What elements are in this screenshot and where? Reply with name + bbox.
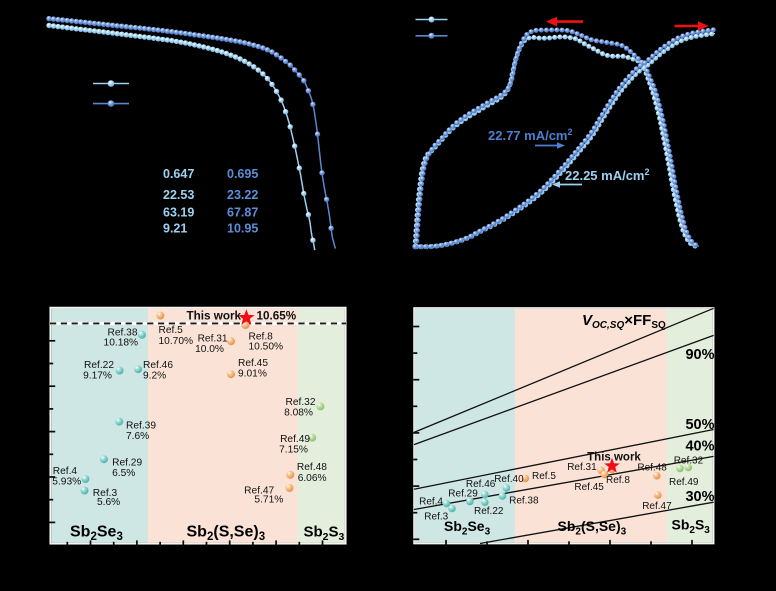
svg-text:22.77 mA/cm2: 22.77 mA/cm2 bbox=[488, 127, 573, 143]
svg-text:Ref.4: Ref.4 bbox=[53, 466, 78, 477]
svg-text:9.01%: 9.01% bbox=[238, 369, 267, 380]
svg-text:Ref.31: Ref.31 bbox=[198, 334, 228, 345]
svg-text:Ref.32: Ref.32 bbox=[674, 456, 704, 467]
svg-text:63.19: 63.19 bbox=[163, 206, 194, 220]
svg-text:10.50%: 10.50% bbox=[249, 342, 284, 353]
svg-text:Ref.3: Ref.3 bbox=[93, 488, 118, 499]
svg-text:9.2%: 9.2% bbox=[143, 371, 166, 382]
svg-text:Ref.45: Ref.45 bbox=[238, 358, 268, 369]
svg-text:10.95: 10.95 bbox=[227, 222, 258, 236]
svg-text:6.06%: 6.06% bbox=[298, 473, 327, 484]
svg-text:30%: 30% bbox=[685, 489, 714, 505]
svg-text:5.71%: 5.71% bbox=[254, 495, 283, 506]
svg-text:5.93%: 5.93% bbox=[52, 476, 81, 487]
svg-text:40%: 40% bbox=[685, 439, 714, 455]
svg-text:This work: This work bbox=[187, 310, 242, 323]
svg-text:Ref.46: Ref.46 bbox=[466, 479, 496, 490]
svg-text:Ref.38: Ref.38 bbox=[509, 495, 539, 506]
svg-text:9.17%: 9.17% bbox=[83, 371, 112, 382]
svg-text:Ref.48: Ref.48 bbox=[297, 462, 327, 473]
svg-text:Sb2Se3: Sb2Se3 bbox=[444, 518, 491, 538]
svg-text:Ref.29: Ref.29 bbox=[112, 458, 142, 469]
svg-text:Ref.22: Ref.22 bbox=[84, 360, 114, 371]
svg-text:Ref.8: Ref.8 bbox=[249, 331, 274, 342]
svg-text:Ref.39: Ref.39 bbox=[126, 421, 156, 432]
svg-text:8.08%: 8.08% bbox=[284, 407, 313, 418]
svg-text:Sb2(S,Se)3: Sb2(S,Se)3 bbox=[187, 524, 266, 544]
svg-text:Ref.32: Ref.32 bbox=[285, 397, 315, 408]
svg-text:50%: 50% bbox=[685, 417, 714, 433]
svg-text:10.18%: 10.18% bbox=[104, 338, 139, 349]
svg-text:Sb2S3: Sb2S3 bbox=[304, 524, 345, 544]
svg-text:Ref.22: Ref.22 bbox=[474, 506, 504, 517]
svg-text:10.70%: 10.70% bbox=[159, 336, 194, 347]
svg-text:67.87: 67.87 bbox=[227, 206, 258, 220]
svg-text:Ref.31: Ref.31 bbox=[567, 462, 597, 473]
svg-text:Sb2(S,Se)3: Sb2(S,Se)3 bbox=[558, 518, 627, 538]
svg-text:7.15%: 7.15% bbox=[279, 444, 308, 455]
svg-text:Ref.47: Ref.47 bbox=[244, 485, 274, 496]
svg-text:6.5%: 6.5% bbox=[112, 468, 135, 479]
svg-text:Ref.48: Ref.48 bbox=[637, 463, 667, 474]
svg-text:Ref.45: Ref.45 bbox=[574, 482, 604, 493]
svg-text:10.65%: 10.65% bbox=[257, 310, 297, 323]
svg-text:Ref.5: Ref.5 bbox=[159, 325, 184, 336]
svg-text:Ref.29: Ref.29 bbox=[448, 489, 478, 500]
svg-text:22.53: 22.53 bbox=[163, 188, 194, 202]
svg-text:0.647: 0.647 bbox=[163, 167, 194, 181]
svg-text:Ref.47: Ref.47 bbox=[642, 501, 672, 512]
svg-text:Ref.4: Ref.4 bbox=[419, 497, 443, 508]
svg-text:Ref.49: Ref.49 bbox=[669, 477, 699, 488]
svg-text:Ref.8: Ref.8 bbox=[606, 475, 630, 486]
svg-text:Ref.49: Ref.49 bbox=[280, 434, 310, 445]
svg-text:Ref.40: Ref.40 bbox=[494, 474, 524, 485]
svg-text:5.6%: 5.6% bbox=[97, 497, 120, 508]
svg-text:VOC,SQ×FFSQ: VOC,SQ×FFSQ bbox=[582, 312, 666, 331]
svg-text:Ref.38: Ref.38 bbox=[107, 328, 137, 339]
svg-text:0.695: 0.695 bbox=[227, 167, 258, 181]
svg-text:This work: This work bbox=[587, 452, 641, 464]
svg-text:Ref.3: Ref.3 bbox=[424, 512, 448, 523]
svg-text:9.21: 9.21 bbox=[163, 222, 187, 236]
svg-text:Sb2Se3: Sb2Se3 bbox=[70, 524, 123, 544]
svg-text:Sb2S3: Sb2S3 bbox=[672, 517, 711, 537]
svg-text:Ref.46: Ref.46 bbox=[143, 360, 173, 371]
svg-text:Ref.5: Ref.5 bbox=[532, 471, 556, 482]
svg-text:90%: 90% bbox=[685, 347, 714, 363]
svg-text:22.25 mA/cm2: 22.25 mA/cm2 bbox=[565, 167, 650, 183]
svg-text:23.22: 23.22 bbox=[227, 188, 258, 202]
svg-text:10.0%: 10.0% bbox=[195, 344, 224, 355]
svg-text:7.6%: 7.6% bbox=[126, 431, 149, 442]
